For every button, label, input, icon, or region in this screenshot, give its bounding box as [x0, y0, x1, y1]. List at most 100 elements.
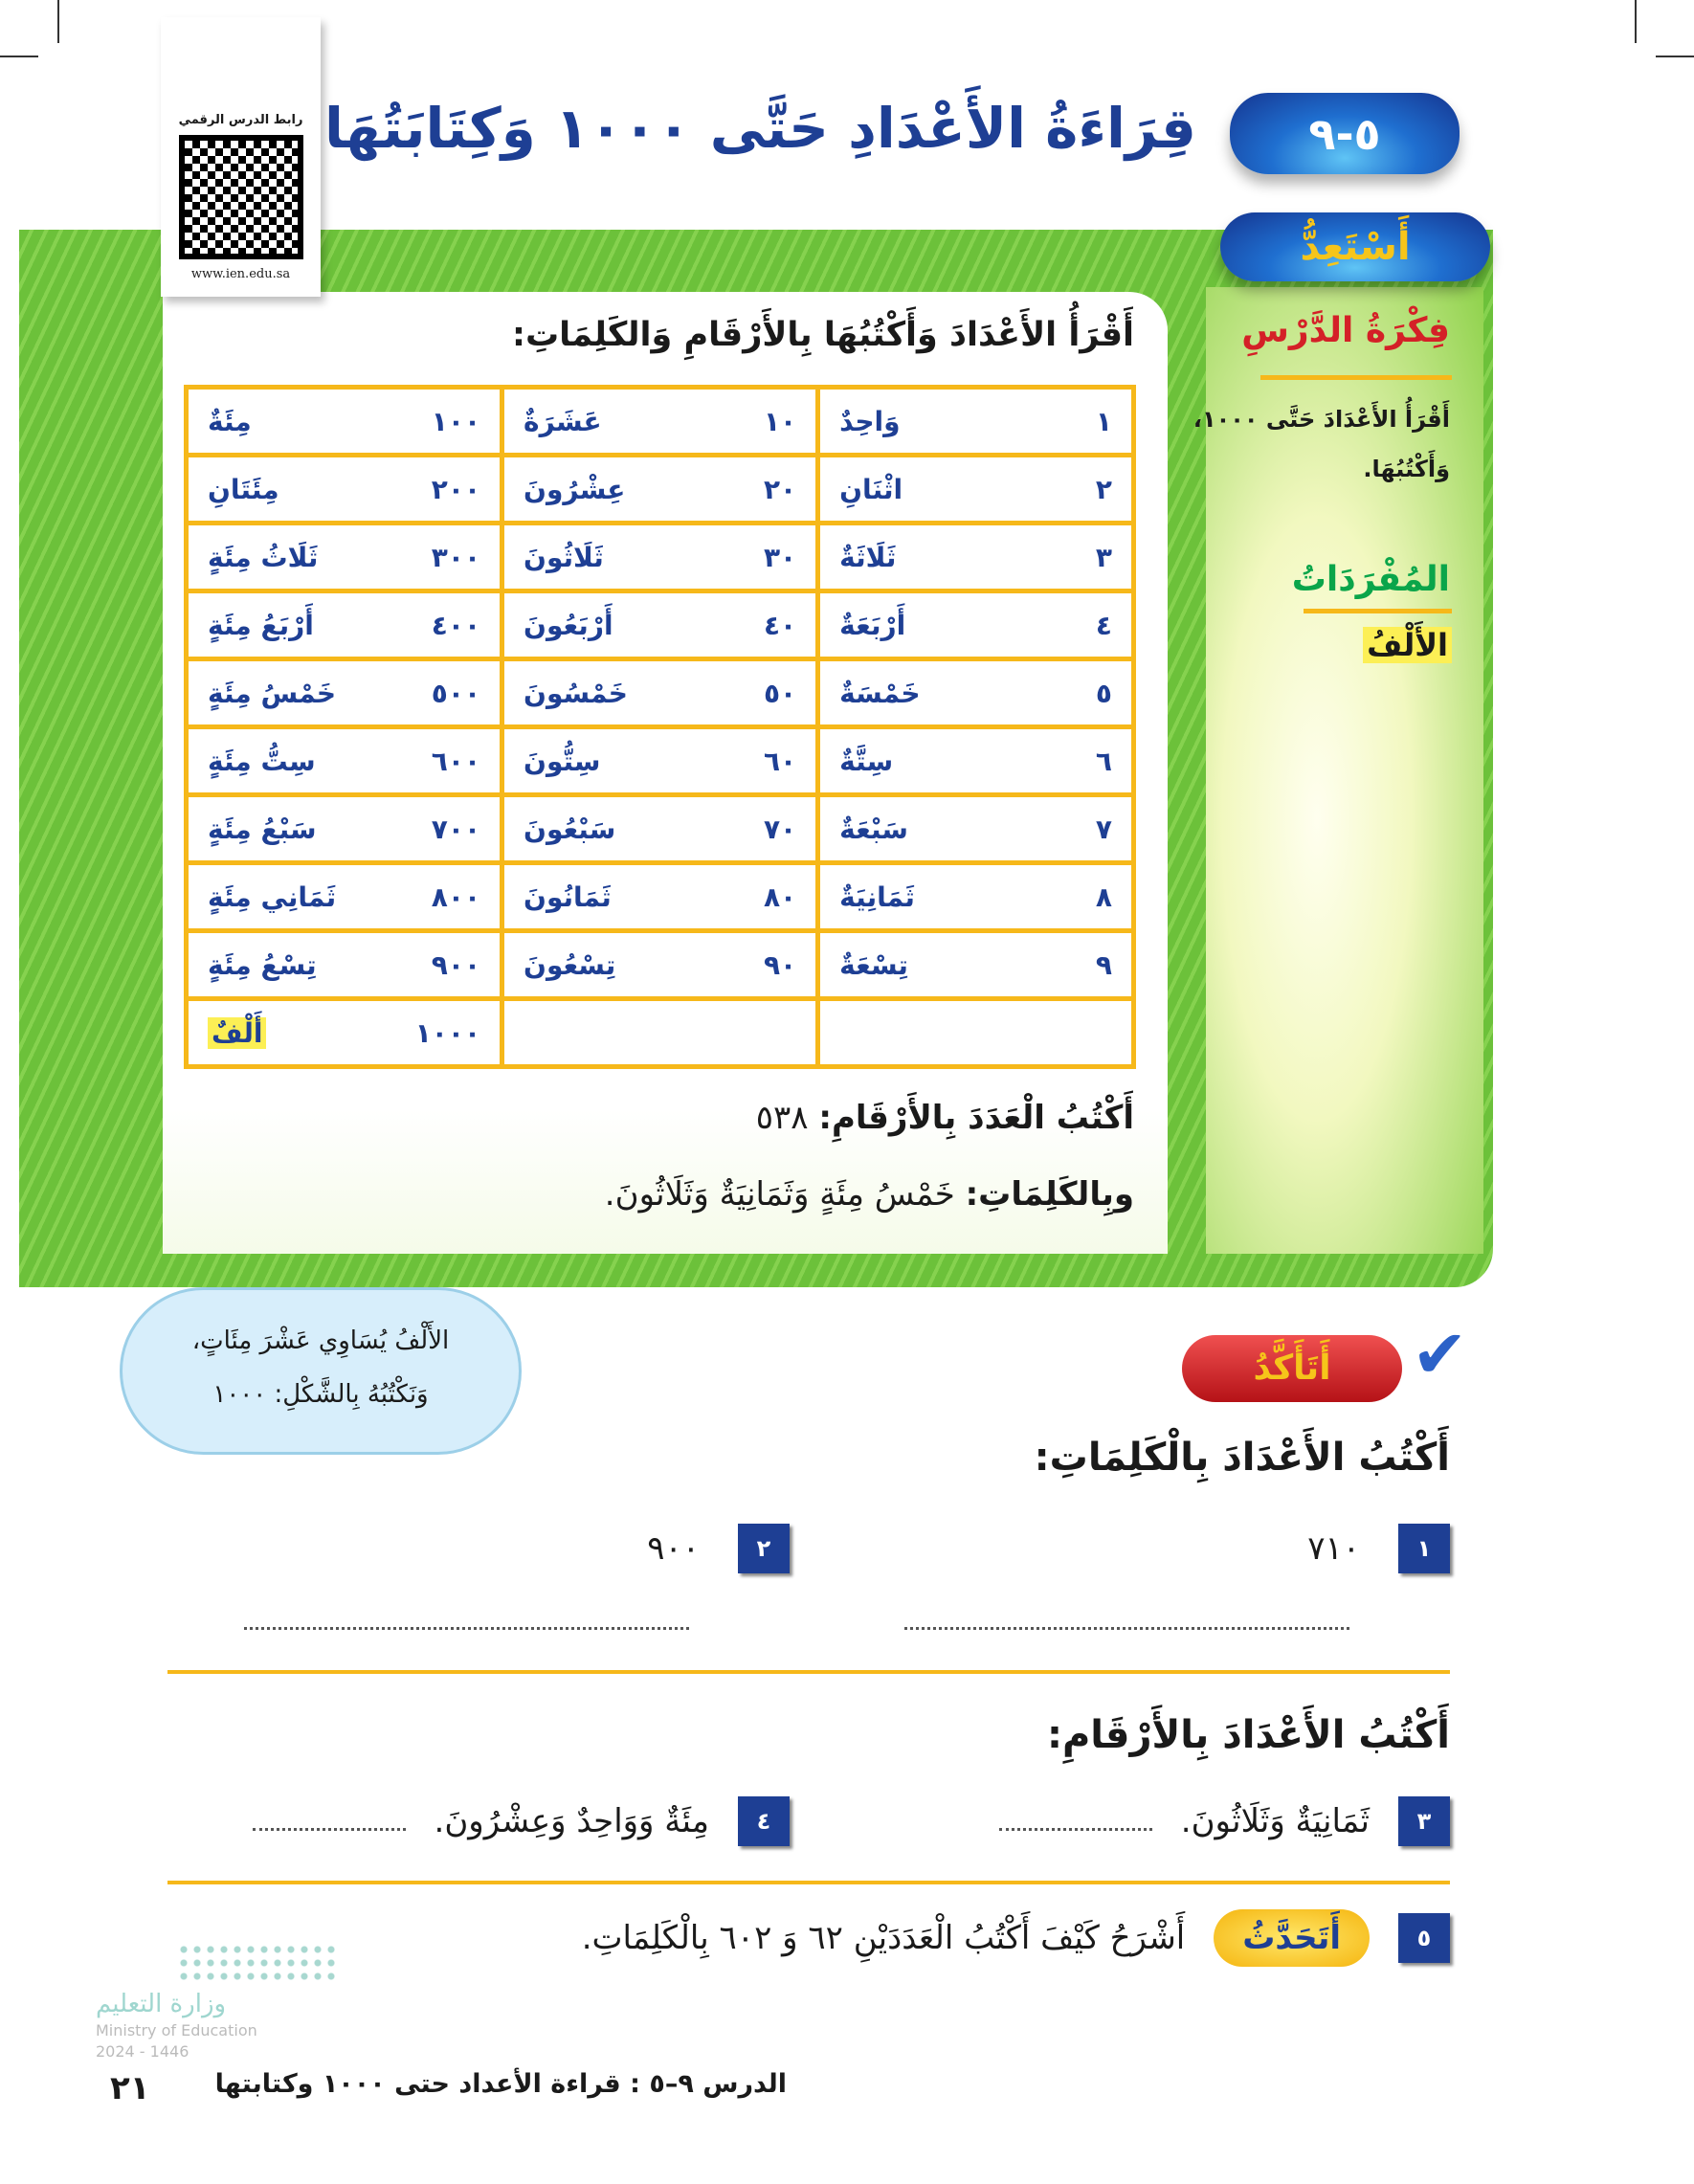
label: أَكْتُبُ الْعَدَدَ بِالأَرْقَامِ: — [818, 1099, 1134, 1137]
cloud-line: الأَلْفُ يُسَاوِي عَشْرَ مِئَاتٍ، — [191, 1326, 450, 1355]
cell-digits: ٧٠ — [763, 813, 797, 845]
table-cell: ٩٠ تِسْعُونَ — [500, 928, 821, 1001]
lesson-number-badge: ٥-٩ — [1230, 93, 1460, 174]
answer-line-4[interactable] — [252, 1812, 406, 1831]
cell-digits: ٨ — [1095, 880, 1112, 913]
table-cell: ٩٠٠ تِسْعُ مِئَةٍ — [183, 928, 505, 1001]
checkmark-icon: ✔ — [1412, 1315, 1468, 1393]
cell-words: خَمْسَةٌ — [839, 677, 921, 709]
answer-line-1[interactable] — [904, 1627, 1349, 1630]
cell-digits: ٦ — [1095, 745, 1112, 777]
cell-digits: ١٠٠٠ — [414, 1016, 481, 1049]
question-1-title: أَكْتُبُ الأَعْدَادَ بِالْكَلِمَاتِ: — [1034, 1436, 1450, 1480]
cell-digits: ٩٠ — [763, 948, 797, 981]
answer-line-3[interactable] — [998, 1812, 1152, 1831]
item-5: ٥ أَتَحَدَّثُ أَشْرَحُ كَيْفَ أَكْتُبُ ا… — [582, 1909, 1450, 1967]
cell-words: ثَلَاثَةٌ — [839, 541, 897, 573]
cell-words: سِتُّ مِئَةٍ — [208, 745, 316, 777]
cell-words: سِتَّةٌ — [839, 745, 894, 777]
table-row: ٩ تِسْعَةٌ ٩٠ تِسْعُونَ ٩٠٠ تِسْعُ مِئَةٍ — [183, 928, 1136, 1001]
item-number: ٥ — [1398, 1913, 1450, 1963]
table-row: ٦ سِتَّةٌ ٦٠ سِتُّونَ ٦٠٠ سِتُّ مِئَةٍ — [183, 724, 1136, 797]
table-cell: ٣ ثَلَاثَةٌ — [815, 521, 1136, 593]
cell-digits: ١٠٠ — [431, 405, 481, 437]
divider — [167, 1670, 1450, 1674]
lesson-idea-text: أَقْرَأُ الأَعْدَادَ حَتَّى ١٠٠٠، وَأَكْ… — [1192, 406, 1450, 482]
item-text: ٧١٠ — [1307, 1529, 1360, 1568]
table-cell: ٩ تِسْعَةٌ — [815, 928, 1136, 1001]
cell-words: مِئَةٌ — [208, 405, 252, 437]
item-3: ٣ ثَمَانِيَةٌ وَثَلَاثُونَ. — [998, 1796, 1450, 1846]
item-number: ٢ — [738, 1524, 790, 1573]
item-number: ٤ — [738, 1796, 790, 1846]
table-row: ٤ أَرْبَعَةٌ ٤٠ أَرْبَعُونَ ٤٠٠ أَرْبَعُ مِئَ… — [183, 589, 1136, 661]
table-cell: ٨٠ ثَمَانُونَ — [500, 860, 821, 933]
lesson-idea-title: فِكْرَةُ الدَّرْسِ — [1241, 311, 1450, 350]
qr-code[interactable] — [178, 135, 303, 259]
item-2: ٢ ٩٠٠ — [647, 1524, 790, 1573]
cell-words: تِسْعَةٌ — [839, 948, 908, 981]
table-cell: ٤٠٠ أَرْبَعُ مِئَةٍ — [183, 589, 505, 661]
sidebar-panel — [1206, 287, 1483, 1254]
cell-words: أَرْبَعَةٌ — [839, 609, 906, 641]
answer-line-2[interactable] — [244, 1627, 689, 1630]
table-cell: ٢٠٠ مِئَتَانِ — [183, 453, 505, 525]
qr-url[interactable]: www.ien.edu.sa — [190, 267, 291, 281]
cell-digits: ٦٠٠ — [431, 745, 481, 777]
cell-words: ثَلَاثُ مِئَةٍ — [208, 541, 319, 573]
cell-words: عِشْرُونَ — [524, 473, 626, 505]
crop-mark — [0, 56, 38, 57]
table-cell — [500, 996, 821, 1069]
cell-digits: ٧ — [1095, 813, 1112, 845]
example-words: وبِالكَلِمَاتِ: خَمْسُ مِئَةٍ وَثَمَانِي… — [605, 1175, 1134, 1214]
cloud-note: الأَلْفُ يُسَاوِي عَشْرَ مِئَاتٍ، وَنَكْ… — [120, 1287, 522, 1455]
cell-words: سَبْعَةٌ — [839, 813, 908, 845]
cell-words: تِسْعُ مِئَةٍ — [208, 948, 317, 981]
qr-card: رابط الدرس الرقمي www.ien.edu.sa — [161, 17, 321, 297]
table-cell: ٦٠ سِتُّونَ — [500, 724, 821, 797]
table-cell: ٥ خَمْسَةٌ — [815, 657, 1136, 729]
prepare-instruction: أَقْرَأُ الأَعْدَادَ وَأَكْتُبُهَا بِالأ… — [511, 316, 1134, 354]
cell-words: أَرْبَعُ مِئَةٍ — [208, 609, 314, 641]
table-cell: ٥٠ خَمْسُونَ — [500, 657, 821, 729]
page-title: قِرَاءَةُ الأَعْدَادِ حَتَّى ١٠٠٠ وَكِتَ… — [324, 96, 1196, 161]
table-cell: ١٠ عَشَرَةٌ — [500, 385, 821, 457]
divider — [1260, 375, 1452, 380]
table-cell: ٦٠٠ سِتُّ مِئَةٍ — [183, 724, 505, 797]
cell-words: أَرْبَعُونَ — [524, 609, 613, 641]
table-row: ٢ اثْنَانِ ٢٠ عِشْرُونَ ٢٠٠ مِئَتَانِ — [183, 453, 1136, 525]
cell-digits: ٣ — [1095, 541, 1112, 573]
footer-lesson: الدرس ٩–٥ : قراءة الأعداد حتى ١٠٠٠ وكتاب… — [214, 2069, 787, 2099]
example-digits: أَكْتُبُ الْعَدَدَ بِالأَرْقَامِ: ٥٣٨ — [756, 1099, 1134, 1137]
table-cell: ٦ سِتَّةٌ — [815, 724, 1136, 797]
cell-digits: ٥٠ — [763, 677, 797, 709]
ministry-english: Ministry of Education — [96, 2021, 257, 2039]
cell-digits: ٩ — [1095, 948, 1112, 981]
vocab-title: المُفْرَدَاتُ — [1291, 560, 1450, 599]
label: وبِالكَلِمَاتِ: — [965, 1175, 1134, 1214]
table-cell: ٣٠٠ ثَلَاثُ مِئَةٍ — [183, 521, 505, 593]
table-row: ٣ ثَلَاثَةٌ ٣٠ ثَلَاثُونَ ٣٠٠ ثَلَاثُ مِئَةٍ — [183, 521, 1136, 593]
table-cell: ٤٠ أَرْبَعُونَ — [500, 589, 821, 661]
table-cell — [815, 996, 1136, 1069]
item-number: ١ — [1398, 1524, 1450, 1573]
cell-digits: ٥ — [1095, 677, 1112, 709]
cell-digits: ٤٠ — [763, 609, 797, 641]
divider — [1304, 609, 1452, 613]
cell-digits: ٢٠ — [763, 473, 797, 505]
crop-mark — [1635, 0, 1637, 43]
cell-digits: ٢٠٠ — [431, 473, 481, 505]
cell-words: تِسْعُونَ — [524, 948, 616, 981]
table-cell: ٣٠ ثَلَاثُونَ — [500, 521, 821, 593]
cell-words: خَمْسُ مِئَةٍ — [208, 677, 337, 709]
table-cell: ٧٠٠ سَبْعُ مِئَةٍ — [183, 792, 505, 865]
cell-digits: ٧٠٠ — [431, 813, 481, 845]
item-text: ثَمَانِيَةٌ وَثَلَاثُونَ. — [1180, 1802, 1370, 1840]
cell-words: ثَلَاثُونَ — [524, 541, 604, 573]
cell-digits: ٦٠ — [763, 745, 797, 777]
cell-digits: ٤ — [1095, 609, 1112, 641]
cell-digits: ٤٠٠ — [431, 609, 481, 641]
cell-digits: ١٠ — [763, 405, 797, 437]
check-badge: أَتَأَكَّدُ — [1182, 1335, 1402, 1402]
item-1: ١ ٧١٠ — [1307, 1524, 1450, 1573]
